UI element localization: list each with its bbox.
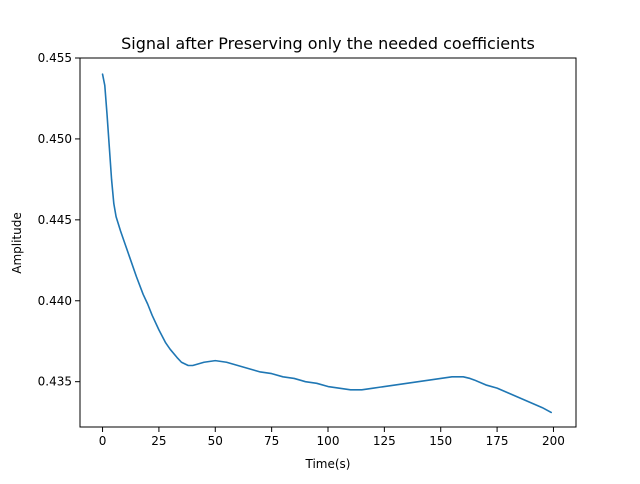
x-tick-label: 50	[208, 434, 223, 448]
y-tick-label: 0.435	[38, 375, 72, 389]
x-tick-label: 25	[151, 434, 166, 448]
x-axis-label: Time(s)	[305, 457, 351, 471]
y-tick-label: 0.455	[38, 51, 72, 65]
y-axis-ticks: 0.435 0.440 0.445 0.450 0.455	[38, 51, 80, 389]
plot-frame	[79, 57, 577, 428]
y-tick-label: 0.440	[38, 294, 72, 308]
x-tick-label: 100	[317, 434, 340, 448]
y-tick-label: 0.445	[38, 213, 72, 227]
x-tick-label: 125	[373, 434, 396, 448]
x-tick-label: 150	[429, 434, 452, 448]
x-tick-label: 175	[486, 434, 509, 448]
x-axis-ticks: 0 25 50 75 100 125 150 175 200	[99, 427, 565, 448]
x-tick-label: 75	[264, 434, 279, 448]
x-tick-label: 0	[99, 434, 107, 448]
y-tick-label: 0.450	[38, 132, 72, 146]
y-axis-label: Amplitude	[10, 212, 24, 274]
signal-line	[101, 73, 552, 414]
x-tick-label: 200	[542, 434, 565, 448]
chart-title: Signal after Preserving only the needed …	[121, 34, 535, 53]
